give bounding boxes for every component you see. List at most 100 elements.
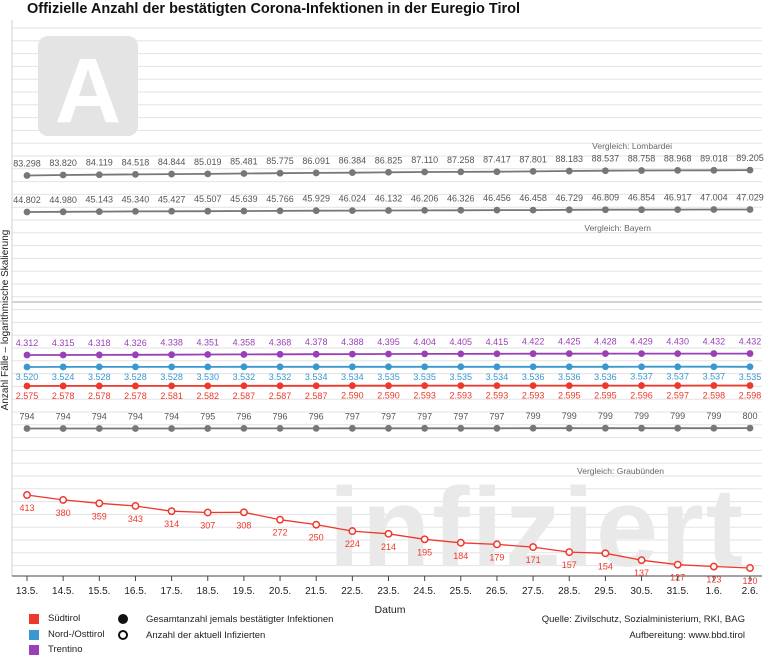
data-point bbox=[494, 363, 501, 370]
data-label: 3.535 bbox=[377, 372, 400, 382]
data-point bbox=[638, 425, 645, 432]
data-point bbox=[60, 364, 67, 371]
data-point bbox=[710, 167, 717, 174]
data-point bbox=[674, 206, 681, 213]
legend-label-suedtirol: Südtirol bbox=[48, 613, 80, 624]
data-label: 86.091 bbox=[302, 156, 330, 166]
data-label: 3.536 bbox=[558, 372, 581, 382]
data-label: 87.801 bbox=[519, 154, 547, 164]
data-label: 380 bbox=[56, 508, 71, 518]
x-tick-label: 20.5. bbox=[269, 586, 291, 597]
data-label: 46.024 bbox=[339, 194, 367, 204]
data-label: 87.110 bbox=[411, 155, 438, 165]
data-point bbox=[602, 382, 609, 389]
data-point bbox=[168, 171, 175, 178]
data-point bbox=[241, 425, 248, 432]
data-point bbox=[421, 207, 428, 214]
data-point bbox=[566, 168, 573, 175]
data-point bbox=[674, 425, 681, 432]
data-label: 46.456 bbox=[483, 193, 511, 203]
data-label: 3.528 bbox=[160, 372, 183, 382]
data-label: 2.593 bbox=[450, 391, 473, 401]
data-point bbox=[277, 516, 283, 522]
x-tick-label: 25.5. bbox=[450, 586, 472, 597]
data-point bbox=[96, 500, 102, 506]
data-point bbox=[638, 363, 645, 370]
legend-label-nordosttirol: Nord-/Osttirol bbox=[48, 629, 104, 640]
legend-swatch-suedtirol bbox=[29, 614, 39, 624]
data-point bbox=[494, 382, 501, 389]
data-label: 4.422 bbox=[522, 337, 545, 347]
data-label: 2.587 bbox=[305, 391, 328, 401]
data-label: 795 bbox=[200, 411, 215, 421]
data-point bbox=[132, 208, 139, 215]
data-label: 2.593 bbox=[486, 391, 509, 401]
data-label: 46.458 bbox=[519, 193, 547, 203]
data-point bbox=[168, 508, 174, 514]
data-point bbox=[674, 167, 681, 174]
data-label: 794 bbox=[19, 412, 34, 422]
data-label: 195 bbox=[417, 547, 432, 557]
data-label: 2.581 bbox=[160, 391, 183, 401]
data-point bbox=[602, 167, 609, 174]
data-point bbox=[566, 206, 573, 213]
data-label: 46.729 bbox=[555, 193, 583, 203]
data-label: 4.430 bbox=[666, 337, 689, 347]
x-tick-label: 27.5. bbox=[522, 586, 544, 597]
data-point bbox=[638, 382, 645, 389]
data-point bbox=[530, 544, 536, 550]
data-label: 4.395 bbox=[377, 337, 400, 347]
data-label: 88.183 bbox=[555, 154, 583, 164]
data-label: 45.766 bbox=[266, 194, 294, 204]
data-point bbox=[241, 208, 248, 215]
data-point bbox=[457, 382, 464, 389]
data-label: 2.578 bbox=[52, 391, 75, 401]
data-label: 84.119 bbox=[86, 158, 113, 168]
x-tick-label: 13.5. bbox=[16, 586, 38, 597]
data-label: 3.536 bbox=[594, 372, 617, 382]
data-point bbox=[96, 352, 103, 359]
data-point bbox=[241, 170, 248, 177]
data-point bbox=[204, 171, 211, 178]
data-point bbox=[494, 207, 501, 214]
logo-letter: A bbox=[55, 40, 121, 142]
data-point bbox=[60, 425, 67, 432]
data-label: 4.415 bbox=[486, 337, 509, 347]
data-point bbox=[204, 425, 211, 432]
data-label: 46.132 bbox=[375, 194, 403, 204]
data-point bbox=[168, 351, 175, 358]
data-point bbox=[494, 541, 500, 547]
data-point bbox=[132, 503, 138, 509]
data-point bbox=[421, 350, 428, 357]
x-tick-label: 14.5. bbox=[52, 586, 74, 597]
data-label: 47.029 bbox=[736, 193, 764, 203]
data-point bbox=[24, 364, 31, 371]
x-tick-label: 24.5. bbox=[414, 586, 436, 597]
data-point bbox=[241, 509, 247, 515]
data-point bbox=[349, 207, 356, 214]
data-label: 797 bbox=[345, 411, 360, 421]
series-name-label: Vergleich: Lombardei bbox=[592, 141, 672, 151]
data-point bbox=[385, 382, 392, 389]
data-label: 307 bbox=[200, 521, 215, 531]
data-point bbox=[638, 557, 644, 563]
data-label: 171 bbox=[526, 555, 541, 565]
data-label: 85.775 bbox=[266, 156, 294, 166]
data-label: 83.820 bbox=[49, 158, 77, 168]
data-point bbox=[747, 167, 754, 174]
data-point bbox=[747, 382, 754, 389]
data-point bbox=[602, 550, 608, 556]
data-label: 2.597 bbox=[666, 391, 689, 401]
data-point bbox=[602, 425, 609, 432]
data-point bbox=[313, 351, 320, 358]
legend-marker-filled-icon bbox=[118, 614, 128, 624]
data-label: 88.758 bbox=[628, 154, 656, 164]
data-point bbox=[421, 363, 428, 370]
data-label: 3.534 bbox=[341, 372, 364, 382]
x-tick-label: 19.5. bbox=[233, 586, 255, 597]
data-label: 359 bbox=[92, 511, 107, 521]
